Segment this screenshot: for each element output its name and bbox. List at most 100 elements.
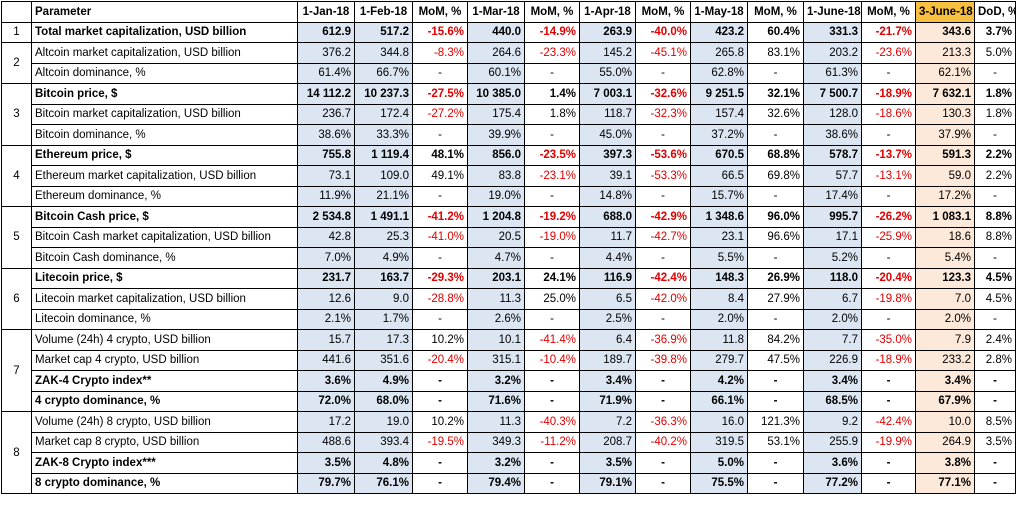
value-cell: 83.8 [467, 165, 525, 187]
change-cell: - [412, 452, 468, 474]
change-cell: 32.1% [747, 83, 804, 105]
value-cell: 118.0 [803, 267, 862, 289]
col-header-mom-feb: MoM, % [412, 1, 468, 23]
value-cell: 578.7 [803, 144, 862, 166]
group-number: 1 [1, 21, 32, 43]
table-body: 1 Total market capitalization, USD billio… [1, 21, 1016, 494]
change-cell: 5.0% [974, 42, 1016, 64]
value-cell: 4.2% [690, 370, 748, 392]
change-cell: - [412, 185, 468, 207]
change-cell: - [412, 390, 468, 412]
change-cell: -45.1% [635, 42, 691, 64]
change-cell: - [524, 390, 580, 412]
value-cell: 9 251.5 [690, 83, 748, 105]
value-cell: 6.7 [803, 288, 862, 310]
change-cell: -42.9% [635, 206, 691, 228]
value-cell: 233.2 [915, 349, 975, 371]
change-cell: -35.0% [861, 329, 916, 351]
change-cell: - [747, 370, 804, 392]
change-cell: - [524, 370, 580, 392]
change-cell: -13.1% [861, 165, 916, 187]
change-cell: -39.8% [635, 349, 691, 371]
change-cell: -8.3% [412, 42, 468, 64]
change-cell: - [747, 124, 804, 146]
value-cell: 10.1 [467, 329, 525, 351]
value-cell: 71.9% [579, 390, 636, 412]
change-cell: -20.4% [861, 267, 916, 289]
change-cell: -19.8% [861, 288, 916, 310]
value-cell: 397.3 [579, 144, 636, 166]
value-cell: 331.3 [803, 21, 862, 43]
group-number: 3 [1, 83, 32, 146]
value-cell: 61.4% [297, 62, 355, 84]
change-cell: -27.2% [412, 103, 468, 125]
value-cell: 157.4 [690, 103, 748, 125]
value-cell: 21.1% [354, 185, 413, 207]
parameter-label: Altcoin market capitalization, USD billi… [31, 42, 298, 64]
parameter-label: Litecoin market capitalization, USD bill… [31, 288, 298, 310]
table-row: Market cap 4 crypto, USD billion 441.6 351… [2, 349, 1016, 371]
change-cell: - [524, 247, 580, 269]
value-cell: 440.0 [467, 21, 525, 43]
value-cell: 7.0% [297, 247, 355, 269]
change-cell: -15.6% [412, 21, 468, 43]
change-cell: 1.8% [524, 103, 580, 125]
value-cell: 38.6% [803, 124, 862, 146]
value-cell: 423.2 [690, 21, 748, 43]
value-cell: 15.7% [690, 185, 748, 207]
change-cell: -23.5% [524, 144, 580, 166]
value-cell: 995.7 [803, 206, 862, 228]
value-cell: 1 204.8 [467, 206, 525, 228]
value-cell: 16.0 [690, 411, 748, 433]
change-cell: -21.7% [861, 21, 916, 43]
change-cell: - [635, 62, 691, 84]
value-cell: 39.1 [579, 165, 636, 187]
value-cell: 33.3% [354, 124, 413, 146]
change-cell: 1.4% [524, 83, 580, 105]
value-cell: 612.9 [297, 21, 355, 43]
change-cell: 32.6% [747, 103, 804, 125]
change-cell: 10.2% [412, 329, 468, 351]
value-cell: 3.2% [467, 452, 525, 474]
value-cell: 376.2 [297, 42, 355, 64]
change-cell: - [412, 124, 468, 146]
value-cell: 856.0 [467, 144, 525, 166]
parameter-label: Ethereum market capitalization, USD bill… [31, 165, 298, 187]
table-row: 1 Total market capitalization, USD billio… [1, 21, 1016, 43]
value-cell: 68.5% [803, 390, 862, 412]
change-cell: - [412, 472, 468, 494]
change-cell: -36.9% [635, 329, 691, 351]
change-cell: 68.8% [747, 144, 804, 166]
change-cell: - [412, 247, 468, 269]
value-cell: 57.7 [803, 165, 862, 187]
change-cell: - [412, 370, 468, 392]
change-cell: - [635, 370, 691, 392]
value-cell: 17.4% [803, 185, 862, 207]
change-cell: -26.2% [861, 206, 916, 228]
value-cell: 23.1 [690, 226, 748, 248]
change-cell: 84.2% [747, 329, 804, 351]
change-cell: - [974, 472, 1016, 494]
value-cell: 71.6% [467, 390, 525, 412]
value-cell: 17.1 [803, 226, 862, 248]
value-cell: 11.3 [467, 288, 525, 310]
value-cell: 5.5% [690, 247, 748, 269]
table-row: Bitcoin market capitalization, USD billi… [2, 103, 1016, 125]
parameter-label: Volume (24h) 4 crypto, USD billion [31, 329, 298, 351]
table-row: 2 Altcoin market capitalization, USD bill… [1, 42, 1016, 84]
value-cell: 1 119.4 [354, 144, 413, 166]
col-header-mar: 1-Mar-18 [467, 1, 525, 23]
change-cell: -18.9% [861, 349, 916, 371]
change-cell: - [747, 185, 804, 207]
value-cell: 79.7% [297, 472, 355, 494]
value-cell: 3.8% [915, 452, 975, 474]
value-cell: 42.8 [297, 226, 355, 248]
value-cell: 2.1% [297, 308, 355, 330]
value-cell: 19.0 [354, 411, 413, 433]
value-cell: 12.6 [297, 288, 355, 310]
parameter-label: Bitcoin price, $ [31, 83, 298, 105]
col-header-mom-may: MoM, % [747, 1, 804, 23]
change-cell: -42.0% [635, 288, 691, 310]
value-cell: 38.6% [297, 124, 355, 146]
value-cell: 4.9% [354, 247, 413, 269]
